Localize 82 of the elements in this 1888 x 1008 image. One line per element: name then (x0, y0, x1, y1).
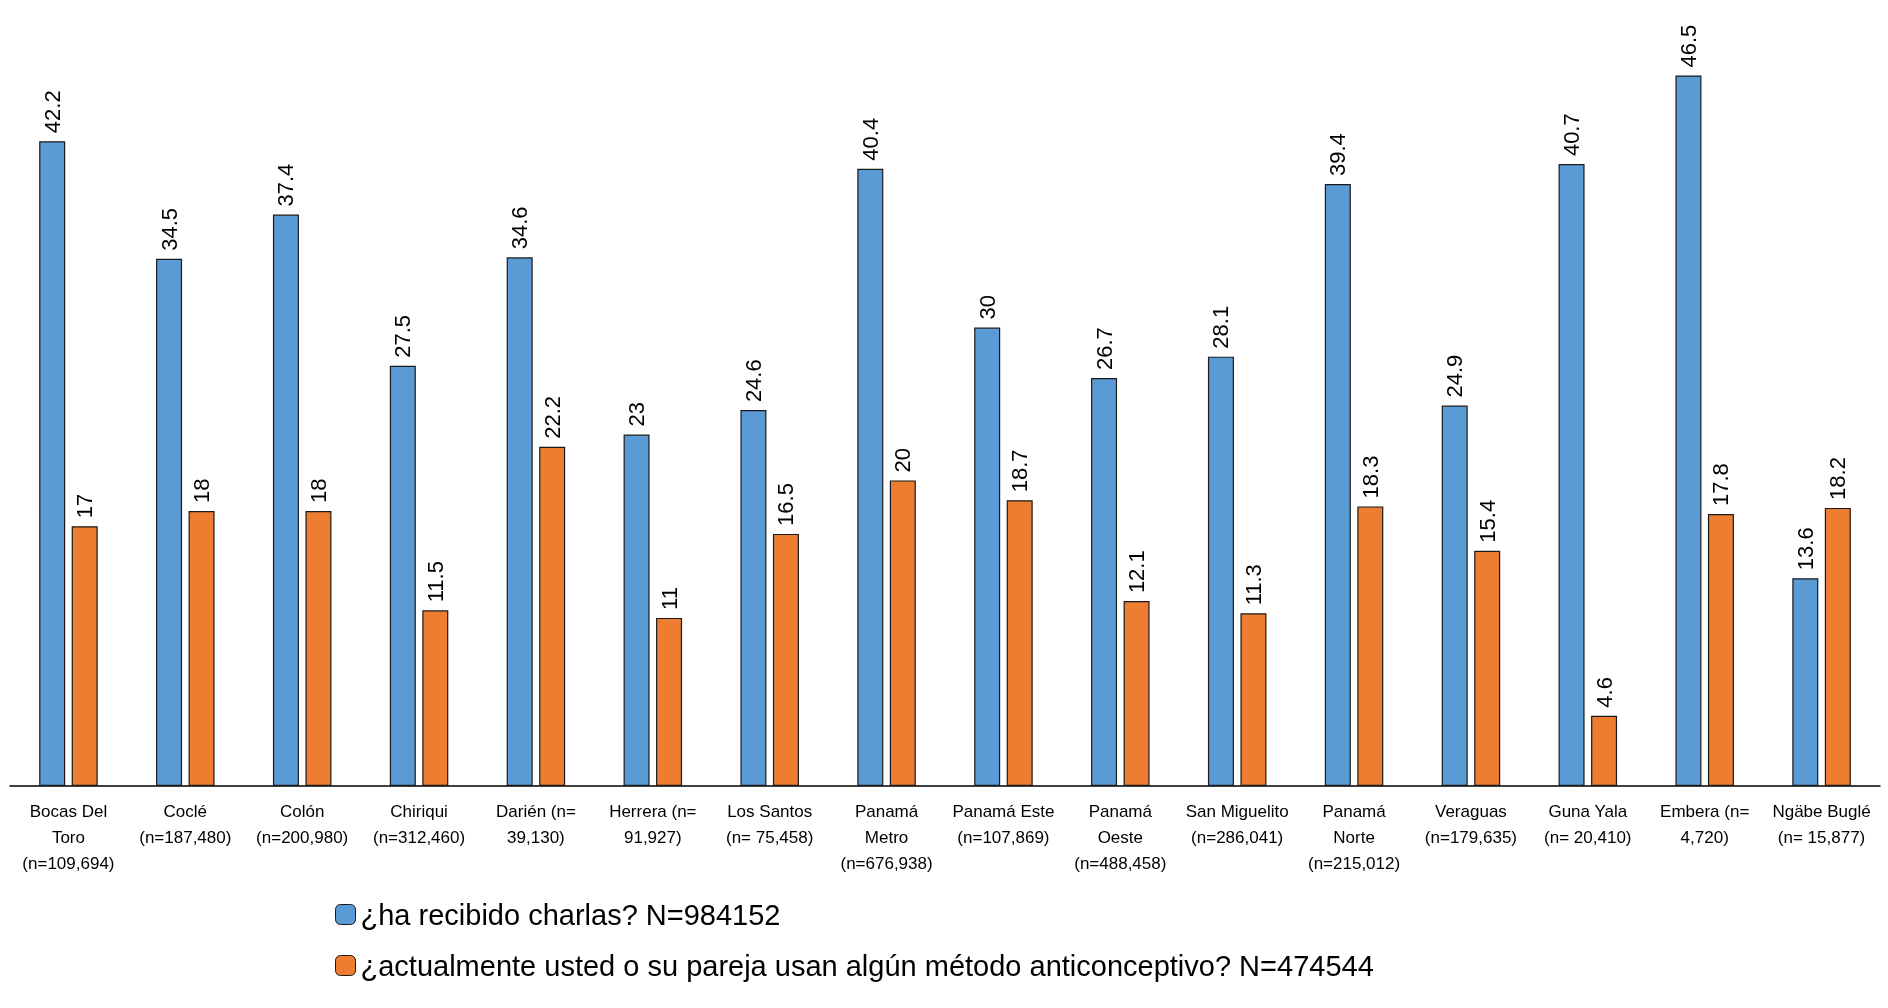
data-label: 17 (72, 493, 98, 519)
data-label: 40.7 (1559, 113, 1585, 157)
x-tick-label: Panamá Este (n=107,869) (952, 801, 1055, 847)
bar (1123, 601, 1150, 786)
legend-label: ¿ha recibido charlas? N=984152 (360, 898, 781, 931)
data-label: 34.5 (156, 208, 182, 251)
x-tick-label: Colón (n=200,980) (256, 801, 349, 847)
bar (188, 510, 215, 786)
data-label: 11.5 (422, 561, 448, 603)
legend-label: ¿actualmente usted o su pareja usan algún método anticonceptivo? N=474544 (360, 949, 1374, 982)
x-tick-label: Chiriqui (n=312,460) (372, 801, 466, 847)
data-label: 18 (305, 478, 331, 503)
bar (1006, 500, 1033, 786)
data-label: 24.9 (1442, 354, 1468, 398)
bar (1240, 613, 1267, 786)
bar (71, 526, 98, 786)
bar (1707, 514, 1734, 786)
data-label: 16.5 (773, 483, 799, 526)
x-tick-label: Coclé (n=187,480) (139, 801, 232, 847)
bar (272, 214, 299, 786)
bar (389, 365, 416, 786)
data-label: 18.3 (1357, 455, 1383, 499)
data-label: 30 (974, 295, 1000, 320)
data-label: 28.1 (1208, 305, 1234, 349)
data-label: 11.3 (1240, 564, 1266, 606)
data-label: 34.6 (507, 206, 533, 250)
bar (539, 446, 566, 786)
data-label: 26.7 (1091, 327, 1117, 371)
x-tick-label: Embera (n= 4,720) (1660, 801, 1750, 847)
bar (506, 257, 533, 786)
bar (1591, 715, 1618, 786)
data-label: 18.7 (1007, 449, 1033, 493)
bar (1474, 550, 1501, 786)
data-label: 20 (890, 447, 916, 473)
bar (422, 610, 449, 786)
bar (740, 410, 767, 786)
bar (974, 327, 1001, 786)
data-label: 22.2 (539, 395, 565, 439)
bar (1824, 507, 1851, 786)
data-label: 13.6 (1792, 527, 1818, 571)
x-tick-label: Herrera (n= 91,927) (609, 801, 697, 847)
bar (156, 258, 183, 786)
data-label: 18.2 (1825, 457, 1851, 500)
bar (623, 434, 650, 786)
data-label: 11 (656, 587, 682, 610)
x-tick-label: Bocas Del Toro (n=109,694) (22, 801, 115, 873)
x-tick-label: Guna Yala (n= 20,410) (1544, 801, 1632, 847)
data-label: 4.6 (1591, 677, 1617, 708)
bar (1324, 183, 1351, 786)
x-tick-label: San Miguelito (n=286,041) (1185, 801, 1289, 847)
bar (1558, 164, 1585, 786)
bar (1357, 506, 1384, 786)
data-label: 17.8 (1708, 463, 1734, 507)
bar (772, 533, 799, 786)
data-label: 40.4 (857, 117, 883, 161)
data-label: 39.4 (1325, 133, 1351, 176)
x-tick-label: Los Santos (n= 75,458) (725, 801, 814, 847)
data-label: 23 (624, 402, 650, 427)
data-label: 15.4 (1474, 499, 1500, 543)
data-label: 37.4 (273, 163, 299, 207)
data-label: 18 (189, 478, 215, 503)
bar (1792, 578, 1819, 786)
bar (1091, 378, 1118, 786)
x-tick-label: Panamá Metro (n=676,938) (840, 801, 933, 873)
bar (1441, 405, 1468, 786)
data-label: 24.6 (740, 359, 766, 403)
data-label: 42.2 (39, 90, 65, 134)
x-tick-label: Panamá Norte (n=215,012) (1307, 801, 1401, 873)
x-tick-label: Veraguas (n=179,635) (1424, 801, 1518, 847)
x-tick-label: Darién (n= 39,130) (496, 801, 576, 847)
data-label: 46.5 (1675, 24, 1701, 68)
x-tick-label: Ngäbe Buglé (n= 15,877) (1772, 801, 1871, 847)
data-label: 12.1 (1124, 550, 1150, 594)
x-tick-label: Panamá Oeste (n=488,458) (1074, 801, 1167, 873)
bar (889, 480, 916, 786)
bar (656, 617, 683, 786)
bar (1675, 75, 1702, 786)
bar (857, 168, 884, 786)
bar (39, 141, 66, 786)
bar (305, 510, 332, 786)
data-label: 27.5 (390, 314, 416, 358)
bar (1207, 356, 1234, 786)
